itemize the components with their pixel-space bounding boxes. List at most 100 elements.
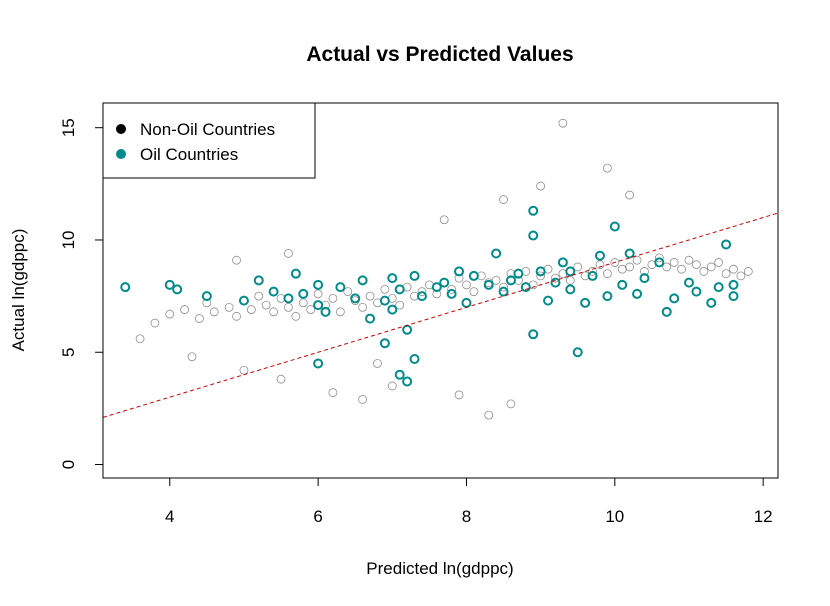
point-series-1 — [373, 359, 382, 368]
point-series-1 — [276, 374, 286, 384]
point-series-1 — [254, 291, 264, 301]
point-series-1 — [536, 271, 546, 281]
point-series-1 — [662, 262, 672, 272]
point-series-1 — [135, 334, 145, 344]
point-series-2 — [483, 279, 494, 290]
point-series-1 — [432, 289, 442, 299]
x-tick-label: 10 — [605, 507, 624, 526]
point-series-2 — [572, 347, 583, 358]
point-series-1 — [462, 280, 471, 290]
point-series-1 — [202, 298, 212, 308]
legend-label: Oil Countries — [140, 145, 238, 164]
y-axis: 0 5 10 15 — [59, 118, 104, 469]
point-series-2 — [357, 275, 368, 286]
point-series-2 — [520, 282, 531, 293]
x-axis-label: Predicted ln(gdppc) — [366, 559, 513, 578]
point-series-2 — [164, 279, 175, 290]
point-series-2 — [639, 273, 650, 284]
point-series-2 — [283, 293, 294, 304]
point-series-2 — [409, 353, 420, 364]
point-series-2 — [721, 239, 732, 250]
point-series-1 — [536, 181, 546, 191]
point-series-1 — [313, 289, 323, 299]
legend-box — [102, 102, 316, 179]
point-series-1 — [395, 300, 405, 310]
point-series-2 — [728, 279, 739, 290]
point-series-1 — [328, 293, 338, 303]
point-series-1 — [602, 269, 612, 279]
point-series-2 — [513, 268, 524, 279]
point-series-2 — [624, 248, 635, 259]
point-series-1 — [617, 264, 627, 274]
point-series-2 — [454, 266, 465, 277]
point-series-2 — [683, 277, 694, 288]
point-series-2 — [320, 306, 331, 317]
legend-marker — [116, 149, 126, 159]
point-series-1 — [602, 163, 612, 173]
y-axis-label: Actual ln(gdppc) — [9, 229, 28, 352]
chart-title: Actual vs Predicted Values — [306, 43, 573, 66]
data-points — [120, 118, 753, 420]
point-series-2 — [313, 279, 324, 290]
point-series-2 — [446, 288, 457, 299]
point-series-2 — [468, 270, 479, 281]
point-series-2 — [431, 282, 442, 293]
point-series-1 — [232, 311, 241, 321]
y-tick-label: 5 — [59, 348, 78, 357]
point-series-2 — [379, 338, 390, 349]
reference-line-group — [103, 212, 778, 418]
point-series-1 — [284, 249, 293, 258]
point-series-1 — [454, 390, 464, 400]
point-series-2 — [350, 293, 361, 304]
point-series-1 — [706, 262, 716, 272]
point-series-2 — [713, 282, 724, 293]
point-series-1 — [224, 302, 234, 312]
point-series-2 — [335, 282, 346, 293]
x-tick-label: 4 — [165, 507, 174, 526]
point-series-2 — [528, 205, 539, 216]
point-series-1 — [729, 264, 738, 274]
point-series-2 — [387, 273, 398, 284]
point-series-2 — [491, 248, 502, 259]
point-series-1 — [484, 410, 494, 420]
point-series-2 — [706, 297, 717, 308]
point-series-2 — [580, 297, 591, 308]
point-series-1 — [669, 258, 679, 267]
point-series-1 — [291, 311, 301, 321]
point-series-2 — [661, 306, 672, 317]
point-series-2 — [416, 291, 427, 302]
point-series-2 — [632, 288, 643, 299]
point-series-1 — [187, 352, 197, 362]
point-series-1 — [743, 267, 753, 276]
point-series-2 — [505, 275, 516, 286]
point-series-2 — [394, 369, 405, 380]
y-tick-label: 0 — [59, 460, 78, 469]
point-series-1 — [358, 395, 368, 404]
point-series-1 — [499, 195, 508, 204]
point-series-1 — [306, 305, 316, 314]
point-series-1 — [239, 365, 249, 375]
point-series-1 — [506, 399, 516, 409]
point-series-2 — [409, 270, 420, 281]
point-series-1 — [387, 381, 397, 391]
point-series-1 — [439, 215, 449, 225]
point-series-2 — [617, 279, 628, 290]
x-tick-label: 12 — [754, 507, 773, 526]
point-series-2 — [238, 295, 249, 306]
point-series-1 — [269, 307, 279, 317]
point-series-1 — [380, 284, 390, 294]
point-series-1 — [558, 118, 568, 128]
point-series-2 — [402, 376, 413, 387]
legend-label: Non-Oil Countries — [140, 120, 275, 139]
point-series-2 — [609, 221, 620, 232]
point-series-1 — [736, 271, 746, 281]
y-tick-label: 15 — [59, 118, 78, 137]
point-series-1 — [298, 298, 308, 308]
point-series-2 — [172, 284, 183, 295]
point-series-1 — [565, 275, 575, 285]
point-series-2 — [691, 286, 702, 297]
point-series-2 — [313, 358, 324, 369]
point-series-1 — [499, 282, 508, 292]
point-series-2 — [535, 266, 546, 277]
